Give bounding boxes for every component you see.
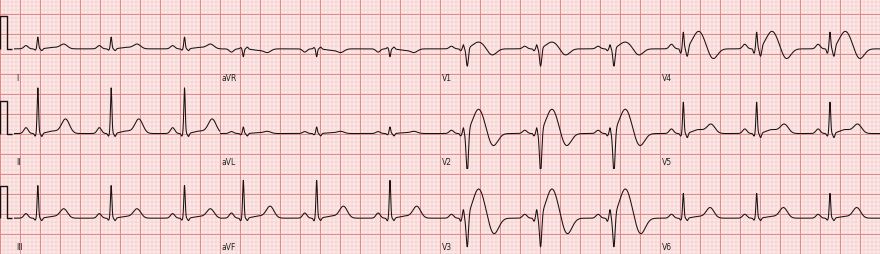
Text: II: II — [16, 158, 21, 167]
Text: V3: V3 — [442, 243, 452, 252]
Text: V5: V5 — [662, 158, 672, 167]
Text: aVR: aVR — [222, 74, 237, 83]
Text: III: III — [16, 243, 23, 252]
Text: V6: V6 — [662, 243, 672, 252]
Text: V2: V2 — [442, 158, 451, 167]
Text: V1: V1 — [442, 74, 451, 83]
Text: aVL: aVL — [222, 158, 236, 167]
Text: I: I — [16, 74, 18, 83]
Text: V4: V4 — [662, 74, 672, 83]
Text: aVF: aVF — [222, 243, 236, 252]
